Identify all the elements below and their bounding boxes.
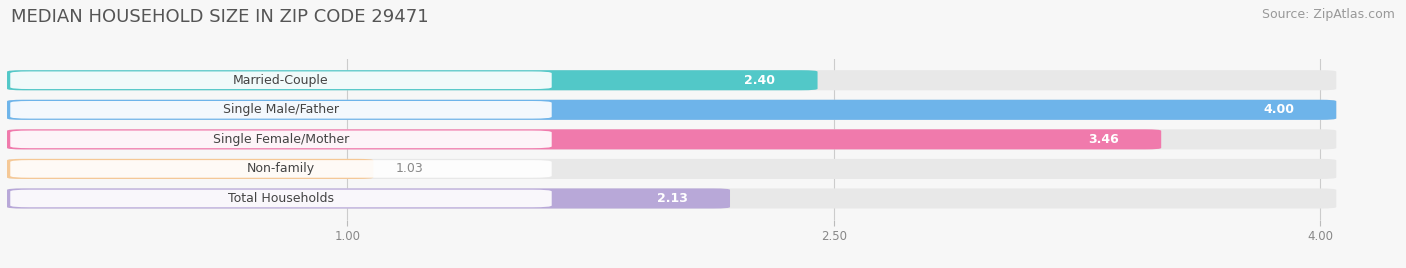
FancyBboxPatch shape xyxy=(7,159,1336,179)
FancyBboxPatch shape xyxy=(7,100,1336,120)
FancyBboxPatch shape xyxy=(7,100,1336,120)
Text: Single Female/Mother: Single Female/Mother xyxy=(212,133,349,146)
FancyBboxPatch shape xyxy=(10,101,551,119)
Text: 4.00: 4.00 xyxy=(1263,103,1294,116)
Text: MEDIAN HOUSEHOLD SIZE IN ZIP CODE 29471: MEDIAN HOUSEHOLD SIZE IN ZIP CODE 29471 xyxy=(11,8,429,26)
FancyBboxPatch shape xyxy=(7,70,817,90)
FancyBboxPatch shape xyxy=(7,188,730,209)
Text: Total Households: Total Households xyxy=(228,192,335,205)
Text: Non-family: Non-family xyxy=(247,162,315,176)
Text: 2.40: 2.40 xyxy=(744,74,775,87)
FancyBboxPatch shape xyxy=(10,72,551,89)
Text: Source: ZipAtlas.com: Source: ZipAtlas.com xyxy=(1261,8,1395,21)
FancyBboxPatch shape xyxy=(10,160,551,178)
Text: Married-Couple: Married-Couple xyxy=(233,74,329,87)
Text: 3.46: 3.46 xyxy=(1088,133,1119,146)
Text: 2.13: 2.13 xyxy=(657,192,688,205)
FancyBboxPatch shape xyxy=(7,159,374,179)
FancyBboxPatch shape xyxy=(10,190,551,207)
FancyBboxPatch shape xyxy=(10,131,551,148)
FancyBboxPatch shape xyxy=(7,188,1336,209)
Text: 1.03: 1.03 xyxy=(396,162,423,176)
FancyBboxPatch shape xyxy=(7,129,1336,150)
FancyBboxPatch shape xyxy=(7,70,1336,90)
FancyBboxPatch shape xyxy=(7,129,1161,150)
Text: Single Male/Father: Single Male/Father xyxy=(224,103,339,116)
